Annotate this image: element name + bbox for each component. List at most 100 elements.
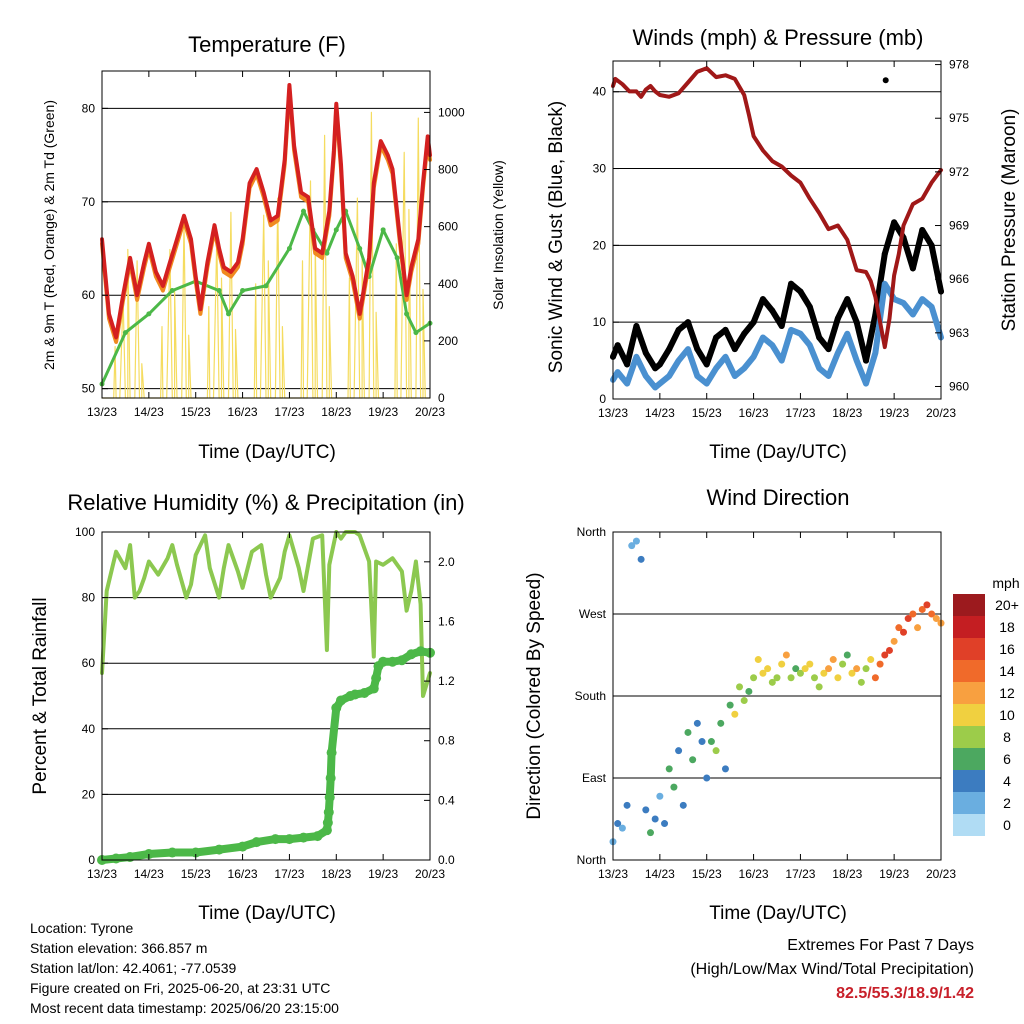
precipitation-point: [396, 655, 407, 666]
direction-point: [848, 669, 856, 677]
precipitation-point: [368, 683, 379, 694]
precipitation-point: [331, 702, 342, 713]
created-text: Figure created on Fri, 2025-06-20, at 23…: [30, 980, 331, 996]
pressure-y-tick-label: 969: [949, 219, 969, 233]
pressure-y-label: Station Pressure (Maroon): [999, 109, 1020, 332]
direction-point: [759, 669, 767, 677]
precip-y-tick-label: 0.0: [438, 853, 455, 867]
sonic-wind-line: [610, 280, 944, 391]
temp-y-tick-label: 60: [82, 288, 96, 302]
legend-swatch: [953, 616, 985, 638]
direction-point: [628, 542, 636, 550]
humidity-y-label: Percent & Total Rainfall: [30, 597, 51, 794]
direction-point: [721, 765, 729, 773]
direction-point: [843, 651, 851, 659]
humidity-x-tick-label: 15/23: [181, 867, 211, 881]
temperature-right-ticks: 0 200 400 600 800 1000: [424, 105, 465, 405]
temperature-left-ticks: 50 60 70 80: [82, 101, 108, 396]
direction-x-tick-label: 13/23: [598, 867, 628, 881]
precipitation-line: [98, 647, 434, 864]
humidity-x-tick-label: 18/23: [321, 867, 351, 881]
direction-tick-label: North: [577, 853, 606, 867]
pressure-line: [611, 66, 943, 350]
direction-point: [707, 738, 715, 746]
temperature-panel: Temperature (F) 13/23 14/23 15/23 16/23 17/2…: [41, 32, 506, 463]
legend-swatch: [953, 770, 985, 792]
gust-point: [882, 77, 889, 84]
direction-point: [661, 820, 669, 828]
precipitation-point: [335, 695, 346, 706]
winds-x-tick-label: 20/23: [926, 406, 956, 420]
wind-y-tick-label: 30: [593, 162, 607, 176]
direction-point: [928, 610, 936, 618]
legend-label: 0: [1003, 817, 1011, 833]
direction-tick-label: West: [579, 607, 607, 621]
speed-legend: mph 20+ 18 16 14 12 10 8 6 4 2 0: [953, 575, 1020, 836]
legend-label: 16: [999, 641, 1015, 657]
legend-label: 2: [1003, 795, 1011, 811]
winds-x-ticks: 13/23 14/23 15/23 16/23 17/23 18/23 19/23 20/23: [598, 61, 956, 420]
precipitation-point: [323, 807, 334, 818]
solar-y-label: Solar Insolation (Yellow): [490, 160, 506, 310]
precipitation-point: [284, 834, 295, 845]
direction-point: [768, 678, 776, 686]
precipitation-point: [321, 825, 332, 836]
humidity-plot-frame: [101, 531, 431, 861]
direction-point: [745, 687, 753, 695]
direction-tick-label: East: [582, 771, 607, 785]
winds-x-tick-label: 15/23: [692, 406, 722, 420]
direction-grid: [613, 613, 941, 779]
winds-left-ticks: 0 10 20 30 40: [593, 85, 619, 406]
temp-y-tick-label: 80: [82, 101, 96, 115]
legend-label: 8: [1003, 729, 1011, 745]
direction-point: [876, 660, 884, 668]
winds-x-tick-label: 17/23: [785, 406, 815, 420]
winds-x-tick-label: 14/23: [645, 406, 675, 420]
temperature-plot-frame: [101, 70, 431, 399]
direction-point: [675, 747, 683, 755]
legend-label: 14: [999, 663, 1015, 679]
winds-y-label: Sonic Wind & Gust (Blue, Black): [546, 101, 567, 373]
winds-x-tick-label: 19/23: [879, 406, 909, 420]
temperature-2m-line: [100, 83, 432, 340]
precipitation-point: [359, 688, 370, 699]
legend-swatch: [953, 792, 985, 814]
humidity-x-tick-label: 19/23: [368, 867, 398, 881]
direction-points: [609, 537, 945, 846]
direction-point: [736, 683, 744, 691]
pressure-y-tick-label: 963: [949, 326, 969, 340]
direction-point: [839, 660, 847, 668]
direction-point: [782, 651, 790, 659]
precipitation-point: [190, 847, 201, 858]
precipitation-point: [350, 689, 361, 700]
direction-point: [787, 674, 795, 682]
direction-point: [618, 824, 626, 832]
direction-point: [698, 738, 706, 746]
direction-point: [801, 665, 809, 673]
winds-x-tick-label: 16/23: [739, 406, 769, 420]
direction-point: [670, 783, 678, 791]
direction-point: [726, 701, 734, 709]
humidity-x-ticks: 13/23 14/23 15/23 16/23 17/23 18/23 19/23 20/23: [87, 532, 445, 881]
direction-point: [614, 820, 622, 828]
direction-point: [740, 697, 748, 705]
sonic-wind-series: [610, 280, 944, 391]
recent-text: Most recent data timestamp: 2025/06/20 2…: [30, 1000, 339, 1016]
humidity-right-ticks: 0.0 0.4 0.8 1.2 1.6 2.0: [424, 555, 455, 867]
temp-x-tick-label: 14/23: [134, 405, 164, 419]
winds-x-tick-label: 13/23: [598, 406, 628, 420]
precip-y-tick-label: 1.6: [438, 614, 455, 628]
temp-y-tick-label: 70: [82, 195, 96, 209]
humidity-x-label: Time (Day/UTC): [198, 903, 336, 924]
direction-point: [764, 665, 772, 673]
humidity-x-tick-label: 14/23: [134, 867, 164, 881]
humidity-panel: Relative Humidity (%) & Precipitation (i…: [30, 490, 465, 924]
legend-label: 12: [999, 685, 1015, 701]
temp-x-tick-label: 18/23: [321, 405, 351, 419]
precipitation-point: [324, 792, 335, 803]
direction-tick-label: North: [577, 525, 606, 539]
precipitation-point: [378, 656, 389, 667]
legend-label: 4: [1003, 773, 1011, 789]
direction-panel: Wind Direction 13/23 14/23 15/23 16/23 17/23…: [524, 485, 1020, 924]
direction-x-tick-label: 14/23: [645, 867, 675, 881]
